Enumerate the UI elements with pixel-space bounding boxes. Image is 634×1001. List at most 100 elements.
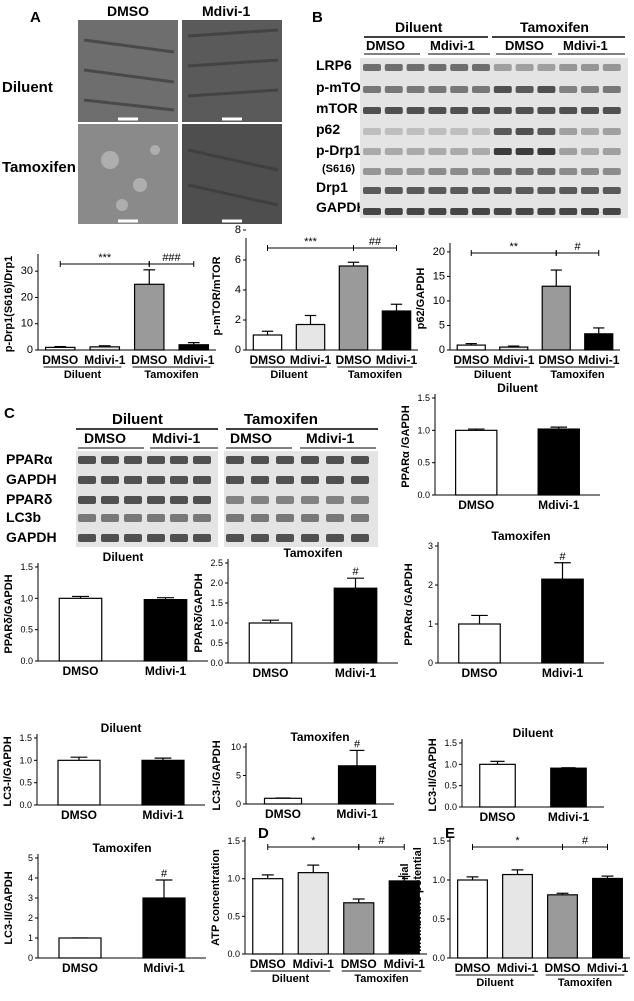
y-tick-label: 0.0 bbox=[19, 800, 32, 810]
blot-band bbox=[581, 168, 599, 175]
blot-band bbox=[101, 534, 119, 542]
x-tick-label: Mdivi-1 bbox=[578, 353, 620, 367]
blot-band bbox=[406, 64, 425, 71]
significance-label: # bbox=[378, 835, 385, 847]
y-tick-label: 1.5 bbox=[20, 562, 33, 572]
y-tick-label: 0.0 bbox=[20, 656, 33, 666]
significance-label: * bbox=[311, 835, 316, 847]
y-tick-label: 3 bbox=[28, 893, 33, 903]
panel-a-col-dmso: DMSO bbox=[107, 3, 149, 19]
blot-c-sub-mdivi-1: Mdivi-1 bbox=[152, 430, 200, 446]
bar bbox=[252, 334, 283, 351]
y-axis-label: ATP concentration bbox=[210, 849, 222, 946]
bar bbox=[502, 873, 533, 959]
bar bbox=[143, 598, 188, 662]
blot-band bbox=[276, 456, 294, 464]
blot-b-row-mtor: mTOR bbox=[316, 100, 358, 116]
blot-band bbox=[428, 208, 447, 215]
blot-band bbox=[78, 534, 96, 542]
group-label: Diluent bbox=[272, 973, 310, 985]
chart-lc3i-diluent: Diluent 0.0 0.5 1.0 1.5 LC3-I/GAPDH DMSO Mdivi-… bbox=[2, 721, 205, 822]
blot-c-row-ppara: PPARα bbox=[6, 451, 53, 467]
blot-band bbox=[193, 534, 211, 542]
group-label: Diluent bbox=[64, 369, 102, 381]
x-tick-label: Mdivi-1 bbox=[290, 353, 332, 367]
blot-band bbox=[515, 64, 534, 71]
x-tick-label: DMSO bbox=[61, 808, 97, 822]
significance-mark: # bbox=[352, 566, 359, 578]
blot-band bbox=[406, 148, 425, 155]
blot-b-row-p62: p62 bbox=[316, 121, 340, 137]
blot-band bbox=[124, 456, 142, 464]
y-tick-label: 1 bbox=[428, 619, 433, 629]
x-tick-label: DMSO bbox=[455, 961, 491, 975]
bar bbox=[333, 587, 378, 664]
y-tick-label: 30 bbox=[21, 265, 33, 277]
y-tick-label: 0.0 bbox=[210, 658, 223, 668]
blot-band bbox=[428, 128, 447, 135]
y-tick-label: 1.0 bbox=[19, 755, 32, 765]
blot-band bbox=[537, 86, 556, 93]
blot-band bbox=[147, 456, 165, 464]
y-axis-label: PPARα /GAPDH bbox=[400, 405, 412, 487]
blot-b-sub-mdivi-1: Mdivi-1 bbox=[430, 38, 475, 53]
y-axis-label-line: membrane potential bbox=[412, 847, 424, 952]
chart-lc3ii-tamoxifen: Tamoxifen 0 1 2 3 4 5 LC3-II/GAPDH DMSO # Mdivi-1 bbox=[3, 841, 206, 975]
blot-band bbox=[78, 456, 96, 464]
blot-band bbox=[147, 534, 165, 542]
x-tick-label: DMSO bbox=[545, 961, 581, 975]
bar bbox=[297, 872, 329, 955]
blot-band bbox=[515, 168, 534, 175]
blot-band bbox=[78, 476, 96, 484]
blot-band bbox=[581, 107, 599, 114]
y-tick-label: 2 bbox=[28, 913, 33, 923]
y-tick-label: 2 bbox=[235, 314, 241, 326]
y-tick-label: 20 bbox=[433, 246, 445, 258]
blot-band bbox=[384, 64, 403, 71]
blot-band bbox=[537, 208, 556, 215]
x-tick-label: DMSO bbox=[63, 664, 99, 678]
blot-band bbox=[363, 168, 381, 175]
blot-band bbox=[351, 476, 369, 484]
blot-band bbox=[559, 86, 578, 93]
significance-label: # bbox=[582, 835, 589, 847]
blot-band bbox=[226, 514, 244, 522]
x-tick-label: Mdivi-1 bbox=[142, 808, 184, 822]
blot-band bbox=[351, 456, 369, 464]
significance-label: # bbox=[574, 241, 581, 253]
blot-band bbox=[101, 476, 119, 484]
group-label: Tamoxifen bbox=[354, 973, 408, 985]
blot-band bbox=[472, 148, 490, 155]
blot-band bbox=[170, 456, 188, 464]
chart-title: Diluent bbox=[103, 550, 144, 564]
blot-band bbox=[276, 534, 294, 542]
x-tick-label: DMSO bbox=[480, 810, 516, 824]
blot-b-row-gapdh: GAPDH bbox=[316, 199, 367, 215]
blot-band bbox=[124, 496, 142, 504]
blot-band bbox=[147, 476, 165, 484]
blot-band bbox=[493, 208, 512, 215]
blot-band bbox=[193, 456, 211, 464]
bar bbox=[263, 797, 303, 805]
chart-title: Tamoxifen bbox=[283, 546, 342, 560]
bar bbox=[57, 759, 101, 806]
blot-band bbox=[428, 107, 447, 114]
y-axis-label-line: Mitochondrial bbox=[399, 863, 411, 935]
blot-band bbox=[537, 148, 556, 155]
blot-band bbox=[515, 86, 534, 93]
blot-band bbox=[326, 456, 344, 464]
blot-band bbox=[493, 64, 512, 71]
blot-band bbox=[384, 187, 403, 194]
blot-band bbox=[363, 64, 381, 71]
blot-band bbox=[472, 168, 490, 175]
blot-band bbox=[326, 496, 344, 504]
blot-c-row-ppard: PPARδ bbox=[6, 491, 52, 507]
blot-band bbox=[515, 107, 534, 114]
group-label: Diluent bbox=[476, 977, 514, 989]
bar bbox=[458, 623, 501, 664]
bar bbox=[547, 894, 578, 959]
x-tick-label: DMSO bbox=[131, 353, 167, 367]
blot-band bbox=[450, 107, 469, 114]
y-tick-label: 2.0 bbox=[210, 578, 223, 588]
blot-band bbox=[170, 476, 188, 484]
